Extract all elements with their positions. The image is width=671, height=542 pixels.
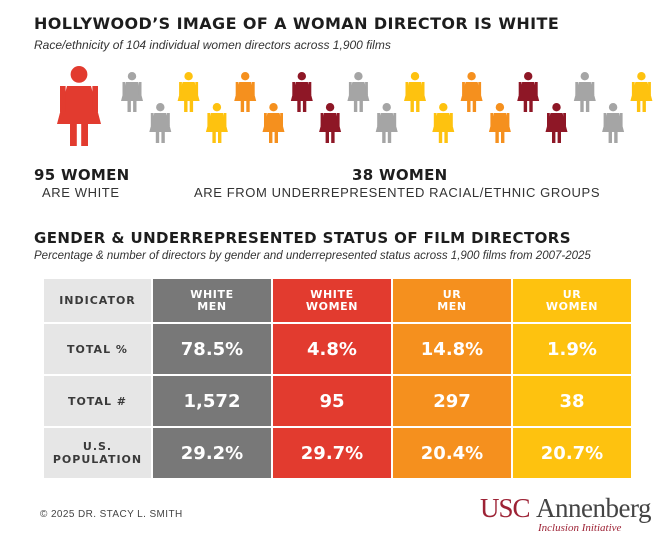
section-title: GENDER & UNDERREPRESENTED STATUS OF FILM… [34,229,571,247]
column-header-line: WOMEN [305,299,359,313]
woman-figure-icon [375,103,398,143]
logo-annenberg-text: Annenberg [536,493,651,523]
column-header-line: WHITE [310,287,354,301]
woman-figure-icon [573,72,596,112]
logo-usc-text: USC [480,493,531,523]
woman-figure-icon [460,72,483,112]
column-header-white-men: WHITE MEN [151,279,272,323]
woman-figure-icon [630,72,653,112]
table-row: TOTAL # 1,572 95 297 38 [44,374,631,427]
woman-figure-icon [545,103,568,143]
table-cell: 20.7% [511,426,631,478]
woman-figure-icon [290,72,313,112]
woman-figure-icon [347,72,370,112]
table-cell: 14.8% [391,322,512,375]
woman-figure-icon [57,66,101,146]
column-header-line: MEN [437,299,467,313]
table-cell: 1.9% [511,322,631,375]
ur-women-label: ARE FROM UNDERREPRESENTED RACIAL/ETHNIC … [194,185,601,200]
white-women-label: ARE WHITE [42,185,120,200]
woman-figure-icon [205,103,228,143]
table-cell: 20.4% [391,426,512,478]
column-header-white-women: WHITE WOMEN [271,279,392,323]
table-cell: 95 [271,374,392,427]
table-cell: 4.8% [271,322,392,375]
column-header-ur-women: UR WOMEN [511,279,631,323]
logo-subtitle: Inclusion Initiative [538,522,622,534]
woman-figure-icon [177,72,200,112]
page-title: HOLLYWOOD’S IMAGE OF A WOMAN DIRECTOR IS… [34,14,560,33]
column-header-line: WHITE [190,287,234,301]
table-corner-label: INDICATOR [44,279,152,323]
column-header-line: WOMEN [545,299,599,313]
white-women-count: 95 WOMEN [34,166,130,184]
row-label-line: U.S. [82,440,113,453]
women-figures-pictograph [57,66,653,146]
page-subtitle: Race/ethnicity of 104 individual women d… [34,38,391,52]
column-header-line: MEN [197,299,227,313]
table-cell: 29.2% [151,426,272,478]
row-label-total-percent: TOTAL % [44,322,152,375]
row-label-line: POPULATION [52,453,143,466]
table-cell: 38 [511,374,631,427]
column-header-line: UR [562,287,582,301]
woman-figure-icon [262,103,285,143]
woman-figure-icon [121,72,143,112]
table-row: U.S. POPULATION 29.2% 29.7% 20.4% 20.7% [44,426,631,478]
table-row: TOTAL % 78.5% 4.8% 14.8% 1.9% [44,322,631,375]
directors-table: INDICATOR WHITE MEN WHITE WOMEN UR MEN U… [44,279,631,478]
table-cell: 29.7% [271,426,392,478]
woman-figure-icon [602,103,625,143]
woman-figure-icon [234,72,257,112]
ur-women-count: 38 WOMEN [352,166,448,184]
section-subtitle: Percentage & number of directors by gend… [34,250,591,262]
table-cell: 78.5% [151,322,272,375]
row-label-total-number: TOTAL # [44,374,152,427]
column-header-ur-men: UR MEN [391,279,512,323]
woman-figure-icon [517,72,540,112]
woman-figure-icon [319,103,342,143]
copyright-text: © 2025 DR. STACY L. SMITH [40,509,183,520]
woman-figure-icon [149,103,172,143]
table-cell: 297 [391,374,512,427]
table-cell: 1,572 [151,374,272,427]
column-header-line: UR [442,287,462,301]
woman-figure-icon [432,103,455,143]
row-label-us-population: U.S. POPULATION [44,426,152,478]
usc-annenberg-logo: USC Annenberg Inclusion Initiative [480,493,651,538]
woman-figure-icon [404,72,426,112]
woman-figure-icon [488,103,511,143]
